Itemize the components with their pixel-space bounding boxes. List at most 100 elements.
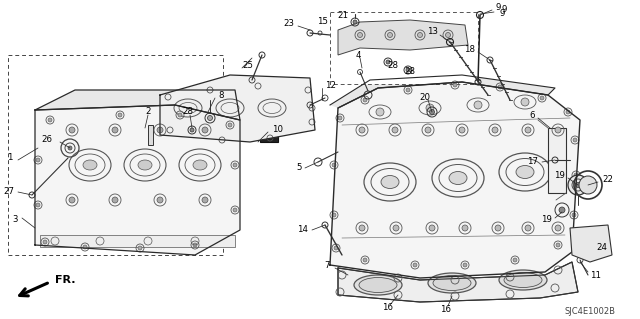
Circle shape — [332, 163, 336, 167]
Circle shape — [498, 85, 502, 89]
Circle shape — [495, 225, 501, 231]
Circle shape — [463, 263, 467, 267]
Circle shape — [462, 225, 468, 231]
Text: FR.: FR. — [55, 275, 76, 285]
Circle shape — [574, 173, 578, 177]
Circle shape — [359, 127, 365, 133]
Bar — [330, 12, 478, 84]
Circle shape — [575, 182, 580, 188]
Circle shape — [83, 245, 87, 249]
Text: 25: 25 — [243, 61, 253, 70]
Circle shape — [138, 246, 142, 250]
Text: 18: 18 — [464, 46, 475, 55]
Text: 14: 14 — [297, 226, 308, 234]
Circle shape — [36, 203, 40, 207]
Text: 11: 11 — [590, 271, 601, 279]
Polygon shape — [35, 105, 240, 255]
Bar — [8, 55, 223, 255]
Circle shape — [393, 225, 399, 231]
Circle shape — [555, 127, 561, 133]
Text: 4: 4 — [355, 50, 361, 60]
Circle shape — [69, 197, 75, 203]
Circle shape — [572, 213, 576, 217]
Text: 22: 22 — [602, 175, 613, 184]
Text: 24: 24 — [596, 243, 607, 253]
Circle shape — [157, 197, 163, 203]
Circle shape — [417, 33, 422, 38]
Circle shape — [157, 127, 163, 133]
Circle shape — [190, 128, 194, 132]
Text: 3: 3 — [13, 216, 18, 225]
Text: 19: 19 — [541, 216, 552, 225]
Bar — [148, 125, 153, 145]
Circle shape — [358, 33, 362, 38]
Circle shape — [579, 176, 597, 194]
Circle shape — [521, 98, 529, 106]
Circle shape — [425, 127, 431, 133]
Circle shape — [513, 258, 517, 262]
Ellipse shape — [354, 275, 402, 295]
Polygon shape — [338, 20, 468, 55]
Circle shape — [525, 127, 531, 133]
Text: 17: 17 — [527, 158, 538, 167]
Text: 16: 16 — [383, 303, 394, 313]
Circle shape — [566, 110, 570, 114]
Circle shape — [429, 109, 435, 115]
Circle shape — [474, 101, 482, 109]
Circle shape — [178, 113, 182, 117]
Circle shape — [556, 243, 560, 247]
Text: 28: 28 — [182, 108, 193, 116]
Ellipse shape — [499, 270, 547, 290]
Text: 5: 5 — [296, 164, 302, 173]
Polygon shape — [160, 75, 315, 142]
Circle shape — [228, 123, 232, 127]
Ellipse shape — [449, 172, 467, 184]
Text: SJC4E1002B: SJC4E1002B — [564, 308, 616, 316]
Circle shape — [36, 158, 40, 162]
Circle shape — [387, 33, 392, 38]
Circle shape — [413, 263, 417, 267]
Circle shape — [426, 104, 434, 112]
Text: 12: 12 — [325, 80, 336, 90]
Text: 28: 28 — [387, 61, 398, 70]
Circle shape — [68, 146, 72, 150]
Ellipse shape — [359, 278, 397, 293]
Circle shape — [233, 208, 237, 212]
Text: 2: 2 — [145, 108, 151, 116]
Circle shape — [334, 246, 338, 250]
Text: 7: 7 — [324, 261, 330, 270]
Text: 13: 13 — [427, 27, 438, 36]
Ellipse shape — [504, 272, 542, 287]
Circle shape — [540, 96, 544, 100]
Circle shape — [568, 175, 588, 195]
Circle shape — [589, 239, 595, 245]
Text: 19: 19 — [554, 172, 565, 181]
Bar — [548, 128, 566, 193]
Ellipse shape — [433, 276, 471, 291]
Circle shape — [112, 197, 118, 203]
Circle shape — [406, 88, 410, 92]
Bar — [260, 132, 278, 142]
Text: 20: 20 — [419, 93, 431, 101]
Bar — [40, 235, 235, 247]
Polygon shape — [338, 262, 578, 302]
Text: 6: 6 — [529, 110, 535, 120]
Text: 26: 26 — [41, 136, 52, 145]
Circle shape — [48, 118, 52, 122]
Circle shape — [573, 138, 577, 142]
Polygon shape — [330, 82, 580, 278]
Circle shape — [353, 20, 357, 24]
Circle shape — [555, 225, 561, 231]
Circle shape — [193, 243, 197, 247]
Circle shape — [559, 207, 565, 213]
Ellipse shape — [381, 175, 399, 189]
Circle shape — [233, 163, 237, 167]
Circle shape — [525, 225, 531, 231]
Circle shape — [406, 68, 410, 72]
Polygon shape — [570, 225, 612, 262]
Text: 15: 15 — [317, 18, 328, 26]
Text: 16: 16 — [440, 306, 451, 315]
Ellipse shape — [138, 160, 152, 170]
Circle shape — [112, 127, 118, 133]
Text: 9: 9 — [500, 10, 506, 19]
